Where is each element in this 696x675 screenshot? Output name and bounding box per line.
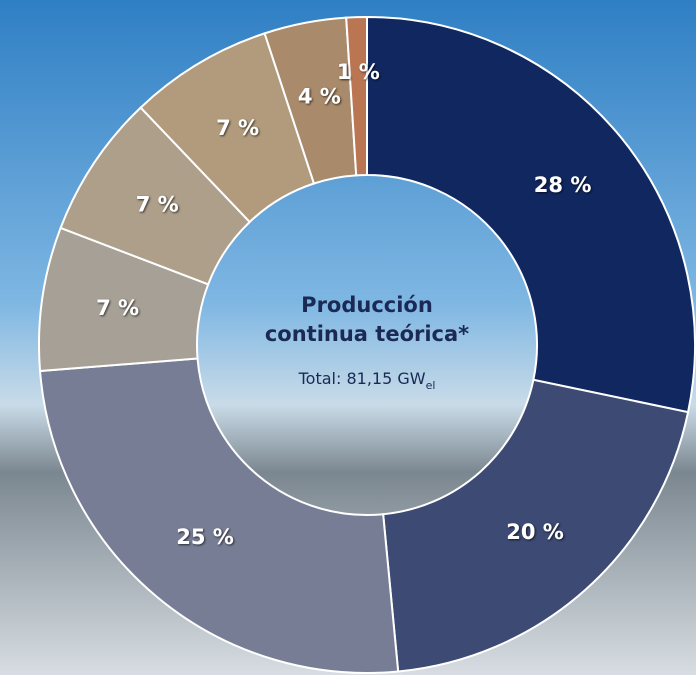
- value-label: 20 %: [506, 520, 564, 544]
- slices: [38, 15, 696, 674]
- center-title: continua teórica*: [265, 322, 469, 346]
- value-label: 7 %: [96, 296, 139, 320]
- value-label: 28 %: [534, 173, 592, 197]
- value-label: 4 %: [298, 85, 341, 109]
- value-label: 7 %: [216, 116, 259, 140]
- slice: [366, 15, 696, 414]
- total-unit: el: [426, 379, 436, 392]
- value-label: 25 %: [176, 525, 234, 549]
- center-total: Total: 81,15 GWel: [298, 369, 436, 392]
- value-label: 1 %: [337, 60, 380, 84]
- slice: [38, 357, 400, 674]
- center-title: Producción: [301, 293, 433, 317]
- slice: [345, 15, 368, 177]
- slice: [382, 378, 690, 673]
- total-text: Total: 81,15 GW: [298, 369, 426, 388]
- value-label: 7 %: [136, 192, 179, 216]
